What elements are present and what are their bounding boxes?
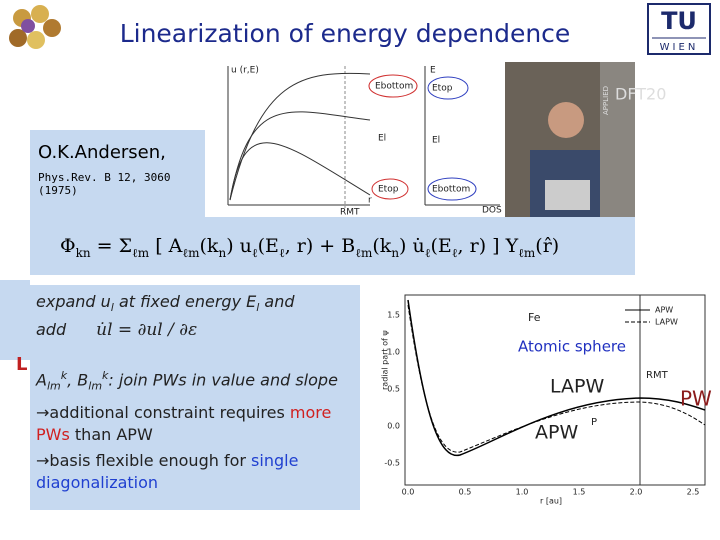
plot2-element: Fe	[528, 311, 541, 324]
formula-sub: ℓ	[451, 245, 458, 260]
text-run: k	[102, 369, 109, 383]
formula-part: (E	[430, 235, 452, 257]
plot1-ylabel: u (r,E)	[231, 66, 259, 76]
formula-part: (k	[199, 235, 219, 257]
x-tick-label: 2.0	[630, 488, 643, 497]
y-tick-label: 1.5	[387, 311, 400, 320]
formula-part: , r) ] Y	[457, 235, 519, 257]
bullet-text: →basis flexible enough for single diagon…	[36, 450, 354, 494]
plot1-el-right: El	[432, 136, 440, 146]
formula-part: Φ	[60, 235, 76, 257]
y-tick-label: 0.0	[387, 422, 400, 431]
formula-part: ) u̇	[399, 235, 425, 257]
text-run: k	[60, 369, 68, 383]
text-run: more PWs	[36, 402, 332, 444]
photo-banner: DFT20	[615, 85, 666, 104]
formula-part: (r̂)	[535, 235, 560, 257]
plot1-r: r	[368, 196, 372, 206]
plot1-ebottom: Ebottom	[375, 82, 413, 92]
formula-part: , r) + B	[284, 235, 356, 257]
author-box: O.K.Andersen, Phys.Rev. B 12, 3060 (1975…	[30, 130, 205, 217]
x-tick-label: 0.5	[459, 488, 472, 497]
legend-label: LAPW	[655, 318, 678, 327]
bullet-text: →additional constraint requires more PWs…	[36, 402, 354, 446]
text-run: at fixed energy E	[113, 292, 257, 311]
text-run: : join PWs in value and slope	[108, 370, 338, 390]
formula-sub: ℓ	[278, 245, 285, 260]
x-tick-label: 2.5	[687, 488, 700, 497]
plot2-lapw: LAPW	[550, 376, 604, 398]
formula-sub: n	[218, 245, 227, 260]
formula-sub: ℓ	[424, 245, 431, 260]
text-run: lm	[46, 379, 61, 393]
text-run: l	[110, 301, 114, 315]
x-tick-label: 1.5	[573, 488, 586, 497]
side-box	[0, 280, 30, 360]
plot2-rmt: RMT	[646, 370, 669, 381]
bullet-text: expand ul at fixed energy El and add u̇l …	[36, 291, 354, 341]
formula-sub: kn	[75, 245, 91, 260]
legend-label: APW	[655, 306, 673, 315]
text-box: expand ul at fixed energy El and add u̇l …	[30, 285, 360, 510]
plot1-el: El	[378, 134, 386, 144]
author-ref: (1975)	[38, 184, 78, 197]
plot1-etop-right: Etop	[432, 84, 453, 94]
photo-side: APPLIED	[602, 86, 610, 115]
text-run: lm	[88, 379, 103, 393]
plot2-xlabel: r [au]	[540, 497, 562, 506]
formula-part: (E	[257, 235, 279, 257]
author-ref: Phys.Rev. B 12, 3060	[38, 171, 171, 184]
plot1-etop: Etop	[378, 185, 399, 195]
y-tick-label: 1.0	[387, 348, 400, 357]
plot2-atomic-sphere: Atomic sphere	[518, 338, 626, 356]
text-run: than APW	[69, 424, 153, 444]
text-run: →basis flexible enough for	[36, 450, 252, 470]
tu-logo: TU WIEN	[647, 3, 711, 55]
logo-tu: TU	[661, 7, 697, 35]
x-tick-label: 0.0	[402, 488, 415, 497]
text-run: single diagonalization	[36, 450, 299, 492]
plot2-pw: PW	[680, 387, 712, 411]
y-tick-label: 0.5	[387, 385, 400, 394]
text-run: , B	[67, 370, 89, 390]
text-run: A	[36, 370, 47, 390]
plot2-p: P	[591, 417, 597, 428]
y-tick-label: -0.5	[384, 459, 400, 468]
formula-sub: n	[391, 245, 400, 260]
text-run: →additional constraint requires	[36, 402, 290, 422]
author-name: O.K.Andersen,	[38, 142, 166, 163]
text-run: and	[259, 292, 295, 311]
plot1-rmt: RMT	[340, 208, 360, 218]
photo: DFT20 APPLIED	[505, 62, 666, 217]
plot-u: u (r,E) Ebottom El Etop RMT r E Etop El …	[210, 62, 505, 218]
plot1-dos: DOS	[482, 206, 502, 216]
formula-part: ) u	[226, 235, 252, 257]
x-tick-label: 1.0	[516, 488, 529, 497]
plot2-ylabel: radial part of ψ	[381, 330, 390, 390]
formula-part: [ A	[149, 235, 183, 257]
text-run: add	[36, 320, 67, 340]
formula-sub: ℓm	[182, 245, 200, 260]
logo-wien: WIEN	[660, 42, 699, 53]
plot1-ebottom-right: Ebottom	[432, 185, 470, 195]
text-run: expand u	[36, 292, 111, 311]
side-letter: L	[16, 354, 27, 375]
formula-box: Φkn = Σℓm [ Aℓm(kn) uℓ(Eℓ, r) + Bℓm(kn) …	[30, 217, 635, 275]
formula-sub: ℓ	[251, 245, 258, 260]
plot-fe: 0.0 0.5 1.0 1.5 2.0 2.5 1.5 1.0 0.5 0.0 -0.5 Fe AP…	[375, 285, 715, 515]
plot1-e: E	[430, 66, 436, 76]
text-run: l	[256, 301, 260, 315]
logo-left	[9, 5, 61, 49]
formula-part: (k	[372, 235, 392, 257]
formula-sub: ℓm	[518, 245, 536, 260]
derivative: u̇l = ∂ul / ∂ε	[96, 320, 198, 341]
formula-sub: ℓm	[132, 245, 150, 260]
bullet-text: Almk, Blmk: join PWs in value and slope	[36, 365, 354, 398]
formula-part: = Σ	[90, 235, 133, 257]
formula-sub: ℓm	[355, 245, 373, 260]
plot2-apw: APW	[535, 422, 578, 444]
slide-title: Linearization of energy dependence	[120, 19, 571, 48]
